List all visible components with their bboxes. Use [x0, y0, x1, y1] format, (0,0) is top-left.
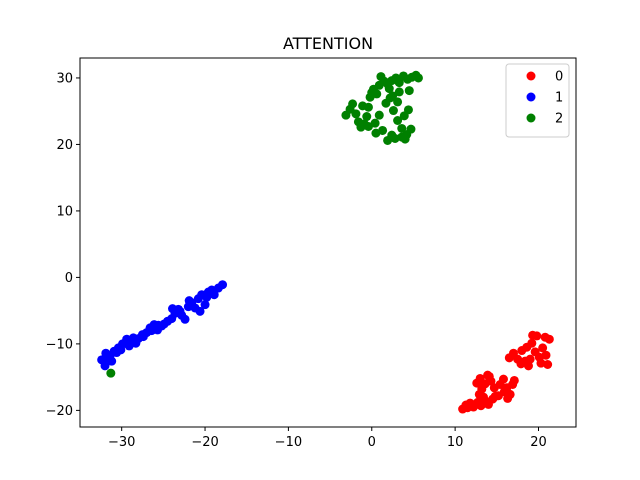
x-tick-label: −30 [108, 435, 135, 450]
point-series-2-31 [397, 123, 407, 133]
legend-marker-0 [526, 71, 536, 81]
point-series-2-34 [390, 133, 400, 143]
x-tick-label: 10 [447, 435, 464, 450]
point-series-1-1 [100, 361, 110, 371]
legend: 0 1 2 [505, 63, 570, 138]
point-series-0-36 [516, 359, 526, 369]
point-series-1-38 [195, 306, 205, 316]
point-series-1-49 [202, 292, 212, 302]
point-series-2-24 [384, 84, 394, 94]
legend-marker-2 [526, 113, 536, 123]
point-series-2-50 [106, 368, 116, 378]
point-series-0-21 [498, 374, 508, 384]
x-tick-label: 0 [368, 435, 376, 450]
series-2 [106, 70, 423, 378]
point-series-1-37 [218, 280, 228, 290]
point-series-0-48 [536, 358, 546, 368]
point-series-2-43 [404, 86, 414, 96]
y-tick-label: 20 [56, 138, 73, 153]
point-series-2-39 [370, 118, 380, 128]
y-tick-label: −20 [46, 404, 73, 419]
x-axis: −30 −20 −10 0 10 20 [108, 427, 547, 450]
point-series-2-28 [393, 115, 403, 125]
point-series-0-49 [525, 354, 535, 364]
y-tick-label: −10 [46, 337, 73, 352]
point-series-0-41 [538, 343, 548, 353]
point-series-2-27 [388, 106, 398, 116]
point-series-2-3 [351, 109, 361, 119]
point-series-1-26 [180, 314, 190, 324]
point-series-2-45 [358, 101, 368, 111]
point-series-1-32 [200, 300, 210, 310]
point-series-2-46 [400, 134, 410, 144]
x-tick-label: −20 [191, 435, 218, 450]
point-series-1-46 [147, 326, 157, 336]
point-series-2-23 [413, 73, 423, 83]
point-series-0-26 [509, 375, 519, 385]
point-series-1-45 [128, 333, 138, 343]
point-series-2-7 [362, 112, 372, 122]
point-series-0-19 [472, 378, 482, 388]
point-series-2-44 [374, 110, 384, 120]
point-series-0-28 [493, 391, 503, 401]
points-layer [97, 70, 554, 414]
legend-box [505, 63, 570, 138]
legend-label-1: 1 [555, 91, 563, 106]
point-series-0-44 [540, 332, 550, 342]
point-series-1-43 [138, 332, 148, 342]
point-series-2-49 [371, 128, 381, 138]
point-series-2-47 [385, 93, 395, 103]
y-tick-label: 0 [65, 271, 73, 286]
point-series-1-42 [153, 320, 163, 330]
point-series-1-39 [168, 304, 178, 314]
point-series-2-48 [394, 87, 404, 97]
point-series-1-48 [175, 306, 185, 316]
series-0 [458, 330, 554, 414]
axes-frame [79, 57, 577, 428]
chart-title: ATTENTION [283, 34, 373, 53]
point-series-0-46 [528, 330, 538, 340]
point-series-0-18 [478, 392, 488, 402]
point-series-0-47 [543, 360, 553, 370]
legend-marker-1 [526, 92, 536, 102]
point-series-1-35 [209, 290, 219, 300]
point-series-2-18 [394, 78, 404, 88]
point-series-2-42 [393, 97, 403, 107]
point-series-1-47 [118, 339, 128, 349]
point-series-2-33 [383, 135, 393, 145]
point-series-2-30 [403, 105, 413, 115]
y-tick-label: 30 [56, 71, 73, 86]
y-axis: −20 −10 0 10 20 30 [46, 71, 80, 419]
point-series-0-9 [463, 403, 473, 413]
point-series-1-40 [112, 348, 122, 358]
x-tick-label: 20 [530, 435, 547, 450]
point-series-0-24 [503, 393, 513, 403]
series-1 [97, 280, 228, 371]
point-series-0-38 [527, 338, 537, 348]
point-series-0-29 [484, 371, 494, 381]
point-series-2-2 [348, 99, 358, 109]
y-tick-label: 10 [56, 204, 73, 219]
x-tick-label: −10 [275, 435, 302, 450]
legend-label-0: 0 [555, 70, 563, 85]
legend-label-2: 2 [555, 112, 563, 127]
point-series-1-41 [107, 356, 117, 366]
point-series-0-42 [541, 350, 551, 360]
point-series-2-41 [367, 88, 377, 98]
point-series-2-40 [363, 121, 373, 131]
point-series-1-44 [184, 296, 194, 306]
point-series-2-37 [406, 124, 416, 134]
